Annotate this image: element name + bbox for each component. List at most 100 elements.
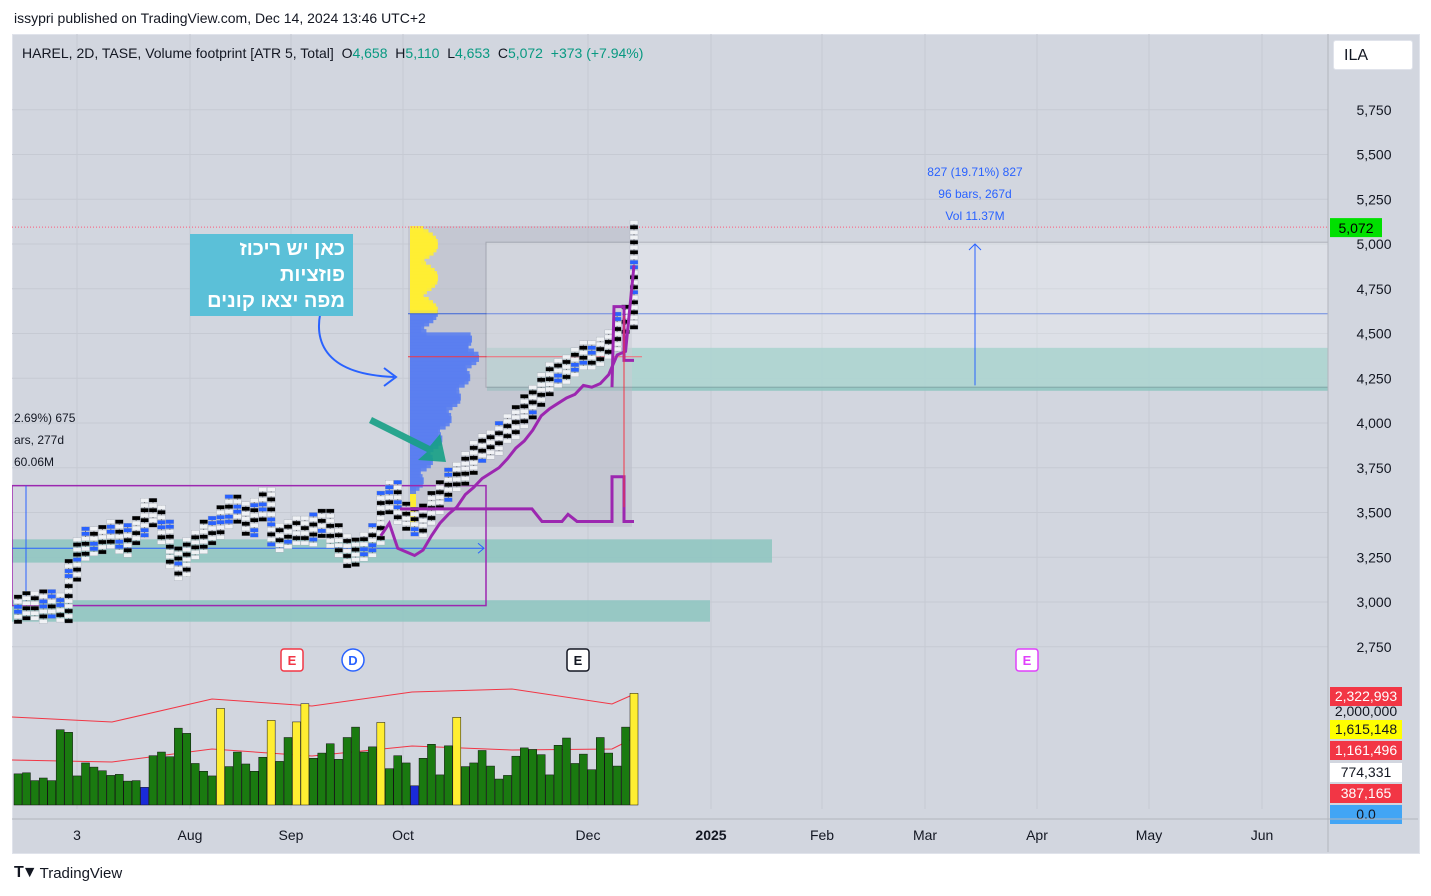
event-marker-e[interactable]: E	[1015, 648, 1039, 672]
volume-bar	[292, 721, 301, 806]
footprint-cell	[174, 556, 183, 561]
footprint-cell	[56, 617, 65, 623]
price-candles	[13, 220, 639, 624]
footprint-cell	[72, 572, 82, 577]
footprint-cell	[64, 608, 73, 614]
footprint-cell	[131, 515, 141, 521]
event-marker-shape	[566, 648, 590, 672]
footprint-cell	[368, 543, 377, 548]
volume-axis-label: 1,615,148	[1335, 721, 1397, 737]
footprint-cell	[326, 538, 335, 544]
footprint-cell	[131, 525, 141, 531]
footprint-cell	[452, 487, 461, 492]
vwap-line	[379, 264, 636, 558]
volume-axis-label: 2,322,993	[1335, 688, 1397, 704]
footprint-cell	[326, 528, 335, 534]
volume-bar	[123, 780, 132, 806]
time-axis-label: Mar	[913, 827, 937, 843]
legend-low-label: L	[447, 45, 455, 61]
footprint-cell	[64, 563, 73, 569]
footprint-cell	[165, 519, 175, 524]
time-axis-label: May	[1136, 827, 1162, 843]
footprint-cell	[115, 534, 124, 539]
footprint-cell	[157, 520, 166, 525]
footprint-cell	[317, 513, 326, 519]
footprint-cell	[22, 606, 31, 611]
event-marker-d[interactable]: D	[341, 648, 365, 672]
footprint-cell	[258, 502, 267, 507]
footprint-cell	[579, 350, 588, 355]
footprint-cell	[72, 537, 82, 542]
footprint-cell	[562, 374, 571, 380]
footprint-cell	[140, 513, 149, 518]
footprint-cell	[317, 528, 326, 534]
footprint-cell	[393, 480, 402, 485]
footprint-cell	[39, 614, 48, 619]
volume-bar	[148, 755, 158, 806]
annotation-note: כאן יש ריכוז פוזציות מפה יצאו קונים	[190, 234, 353, 316]
footprint-cell	[47, 599, 56, 604]
footprint-cell	[89, 551, 99, 556]
footprint-cell	[115, 539, 124, 544]
footprint-cell	[64, 588, 73, 594]
chart-canvas[interactable]: E D E E 5,750 5,500 5,250 5,000 4,750 4,500 4,250…	[12, 34, 1418, 852]
footprint-cell	[494, 441, 504, 446]
price-axis-label: 4,250	[1356, 370, 1391, 386]
event-marker-label: E	[574, 653, 583, 668]
footprint-cell	[174, 571, 183, 576]
legend-close: 5,072	[507, 45, 543, 61]
volume-bar	[444, 745, 453, 806]
footprint-cell	[250, 533, 259, 538]
footprint-cell	[570, 367, 580, 372]
footprint-cell	[629, 225, 639, 230]
footprint-cell	[207, 520, 217, 526]
price-axis-label: 3,000	[1356, 594, 1391, 610]
footprint-cell	[123, 548, 132, 553]
footprint-cell	[292, 520, 301, 526]
legend-symbol: HAREL, 2D, TASE, Volume footprint [ATR 5…	[22, 45, 334, 61]
footprint-cell	[427, 495, 436, 501]
volume-mid-band	[12, 739, 631, 763]
footprint-cell	[629, 325, 639, 330]
footprint-cell	[191, 550, 200, 555]
volume-bar	[233, 751, 242, 806]
volume-bar	[30, 780, 40, 806]
footprint-cell	[545, 366, 554, 372]
footprint-cell	[157, 530, 166, 535]
currency-button[interactable]: ILA	[1333, 40, 1413, 70]
footprint-cell	[224, 504, 234, 509]
footprint-cell	[267, 487, 276, 492]
footprint-cell	[148, 498, 158, 503]
volume-bar	[190, 763, 200, 806]
event-marker-e[interactable]: E	[280, 648, 304, 672]
footprint-cell	[553, 373, 563, 378]
footprint-cell	[368, 533, 377, 538]
volume-bar	[275, 761, 284, 806]
footprint-cell	[528, 390, 537, 395]
footprint-cell	[89, 526, 99, 531]
footprint-cell	[503, 438, 512, 444]
footprint-cell	[342, 548, 352, 554]
tradingview-logo[interactable]: T▼ TradingView	[14, 864, 122, 882]
measure-left-text: 2.69%) 675	[14, 411, 76, 425]
footprint-cell	[267, 522, 276, 527]
footprint-cell	[72, 542, 82, 547]
event-marker-e[interactable]: E	[566, 648, 590, 672]
volume-axis-badge	[1330, 784, 1402, 803]
footprint-cell	[250, 503, 259, 508]
footprint-cell	[461, 456, 470, 461]
footprint-cell	[39, 594, 48, 599]
footprint-cell	[545, 391, 554, 397]
footprint-cell	[89, 546, 99, 551]
volume-bar	[174, 727, 183, 806]
footprint-cell	[418, 533, 428, 538]
footprint-cell	[292, 525, 301, 531]
footprint-cell	[427, 520, 436, 526]
footprint-cell	[216, 535, 225, 540]
footprint-cell	[587, 360, 596, 365]
footprint-cell	[418, 503, 428, 508]
footprint-cell	[13, 609, 23, 614]
volume-bar	[469, 762, 478, 806]
footprint-cell	[587, 345, 596, 350]
footprint-cell	[326, 513, 335, 519]
